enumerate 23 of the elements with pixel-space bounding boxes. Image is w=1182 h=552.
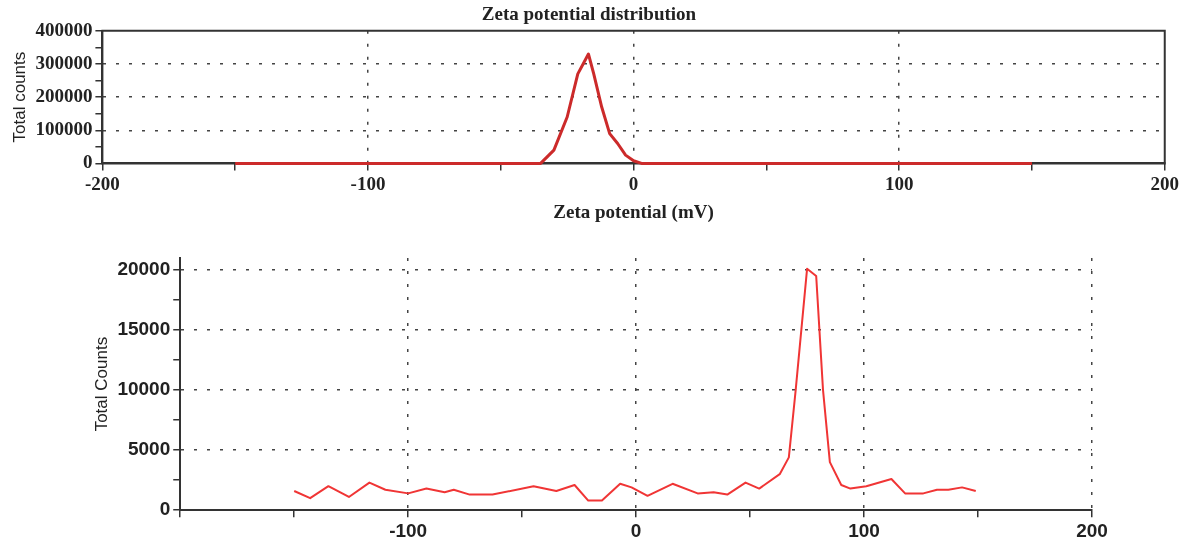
y-tick-label: 100000 bbox=[35, 118, 93, 140]
x-tick-label: 0 bbox=[628, 172, 639, 194]
y-axis-title: Total counts bbox=[9, 51, 29, 143]
y-tick-label: 0 bbox=[82, 151, 93, 173]
y-tick-label: 10000 bbox=[117, 378, 171, 400]
y-tick-label: 15000 bbox=[117, 318, 171, 340]
x-tick-label: 100 bbox=[848, 519, 880, 541]
y-tick-label: 20000 bbox=[117, 258, 171, 280]
x-tick-label: 0 bbox=[630, 519, 642, 541]
y-tick-label: 300000 bbox=[35, 51, 93, 73]
x-tick-label: 200 bbox=[1150, 172, 1179, 194]
y-tick-label: 400000 bbox=[35, 18, 93, 40]
x-tick-label: 200 bbox=[1076, 519, 1108, 541]
y-axis-title: Total Counts bbox=[91, 336, 111, 432]
x-axis-title: Zeta potential (mV) bbox=[553, 200, 714, 223]
chart-title: Zeta potential distribution bbox=[481, 3, 697, 25]
x-tick-label: -100 bbox=[350, 172, 386, 194]
y-tick-label: 5000 bbox=[127, 438, 171, 460]
y-tick-label: 0 bbox=[159, 498, 171, 520]
x-tick-label: -200 bbox=[84, 172, 120, 194]
x-tick-label: -100 bbox=[389, 519, 428, 541]
y-tick-label: 200000 bbox=[35, 85, 93, 107]
x-tick-label: 100 bbox=[884, 172, 914, 194]
